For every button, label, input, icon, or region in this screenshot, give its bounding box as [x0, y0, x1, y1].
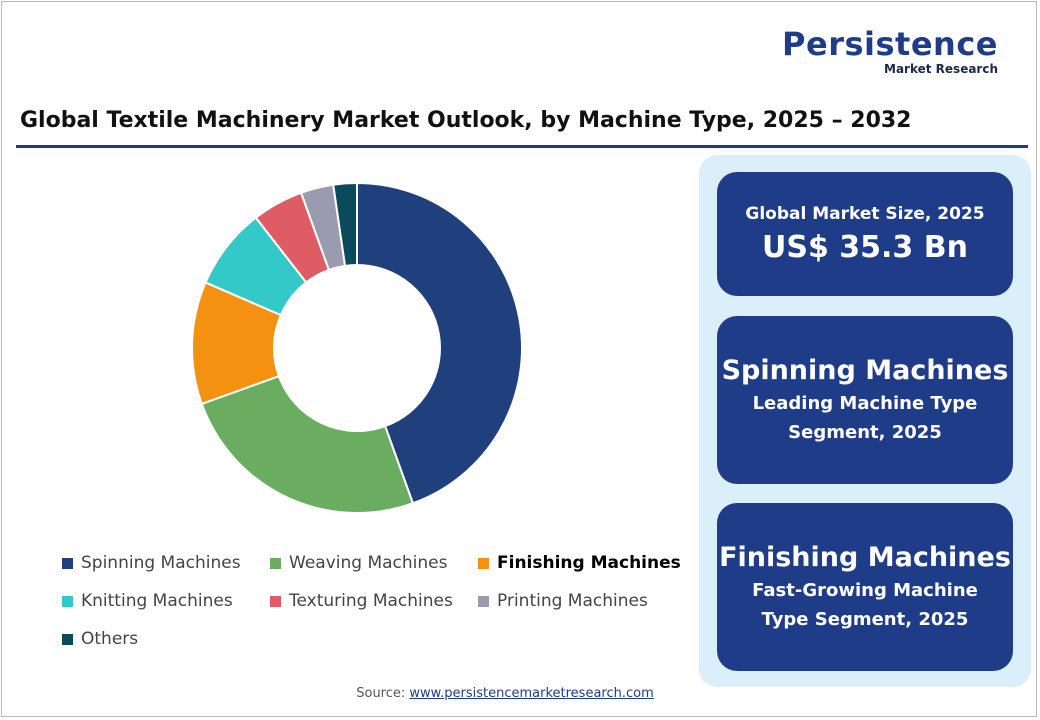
- title-underline: [16, 145, 1028, 148]
- legend-item-spinning: Spinning Machines: [62, 552, 270, 574]
- chart-title: Global Textile Machinery Market Outlook,…: [20, 108, 912, 133]
- legend-swatch: [62, 633, 73, 645]
- legend-item-weaving: Weaving Machines: [270, 552, 478, 574]
- fastest-segment-name: Finishing Machines: [719, 542, 1011, 573]
- legend-label: Weaving Machines: [289, 553, 448, 573]
- legend-label: Texturing Machines: [289, 591, 453, 611]
- donut-slices: [191, 181, 523, 514]
- logo-tagline: Market Research: [884, 62, 998, 76]
- source-label: Source:: [356, 686, 406, 701]
- legend-swatch: [478, 595, 489, 607]
- fastest-segment-card: Finishing Machines Fast-Growing Machine …: [717, 503, 1013, 671]
- legend-item-knitting: Knitting Machines: [62, 590, 270, 612]
- donut-slice-others: [332, 181, 358, 267]
- leading-segment-name: Spinning Machines: [721, 355, 1009, 386]
- leading-segment-line2: Segment, 2025: [788, 422, 942, 443]
- legend-label: Others: [81, 629, 139, 649]
- legend-item-finishing: Finishing Machines: [478, 552, 688, 574]
- legend-label: Printing Machines: [497, 591, 648, 611]
- market-size-card: Global Market Size, 2025 US$ 35.3 Bn: [717, 172, 1013, 296]
- legend-item-printing: Printing Machines: [478, 590, 688, 612]
- source-link[interactable]: www.persistencemarketresearch.com: [409, 686, 654, 701]
- legend-swatch: [270, 595, 281, 607]
- donut-slice-weaving-machines: [200, 374, 415, 514]
- legend-swatch: [478, 557, 489, 569]
- legend-item-texturing: Texturing Machines: [270, 590, 478, 612]
- donut-slice-spinning-machines: [356, 181, 523, 505]
- legend-swatch: [62, 557, 73, 569]
- leading-segment-card: Spinning Machines Leading Machine Type S…: [717, 316, 1013, 484]
- legend-label: Knitting Machines: [81, 591, 233, 611]
- market-size-value: US$ 35.3 Bn: [762, 230, 968, 265]
- fastest-segment-line2: Type Segment, 2025: [761, 609, 969, 630]
- leading-segment-line1: Leading Machine Type: [752, 393, 978, 414]
- legend-label: Spinning Machines: [81, 553, 241, 573]
- fastest-segment-line1: Fast-Growing Machine: [752, 580, 978, 601]
- donut-chart: [191, 181, 523, 514]
- logo-wordmark: Persistence: [782, 25, 998, 63]
- source-note: Source: www.persistencemarketresearch.co…: [0, 686, 1010, 701]
- legend-item-others: Others: [62, 628, 270, 650]
- brand-logo: Persistence Market Research: [782, 28, 998, 76]
- chart-legend: Spinning Machines Weaving Machines Finis…: [62, 552, 702, 650]
- legend-swatch: [270, 557, 281, 569]
- legend-swatch: [62, 595, 73, 607]
- market-size-label: Global Market Size, 2025: [745, 204, 985, 224]
- legend-label: Finishing Machines: [497, 553, 681, 573]
